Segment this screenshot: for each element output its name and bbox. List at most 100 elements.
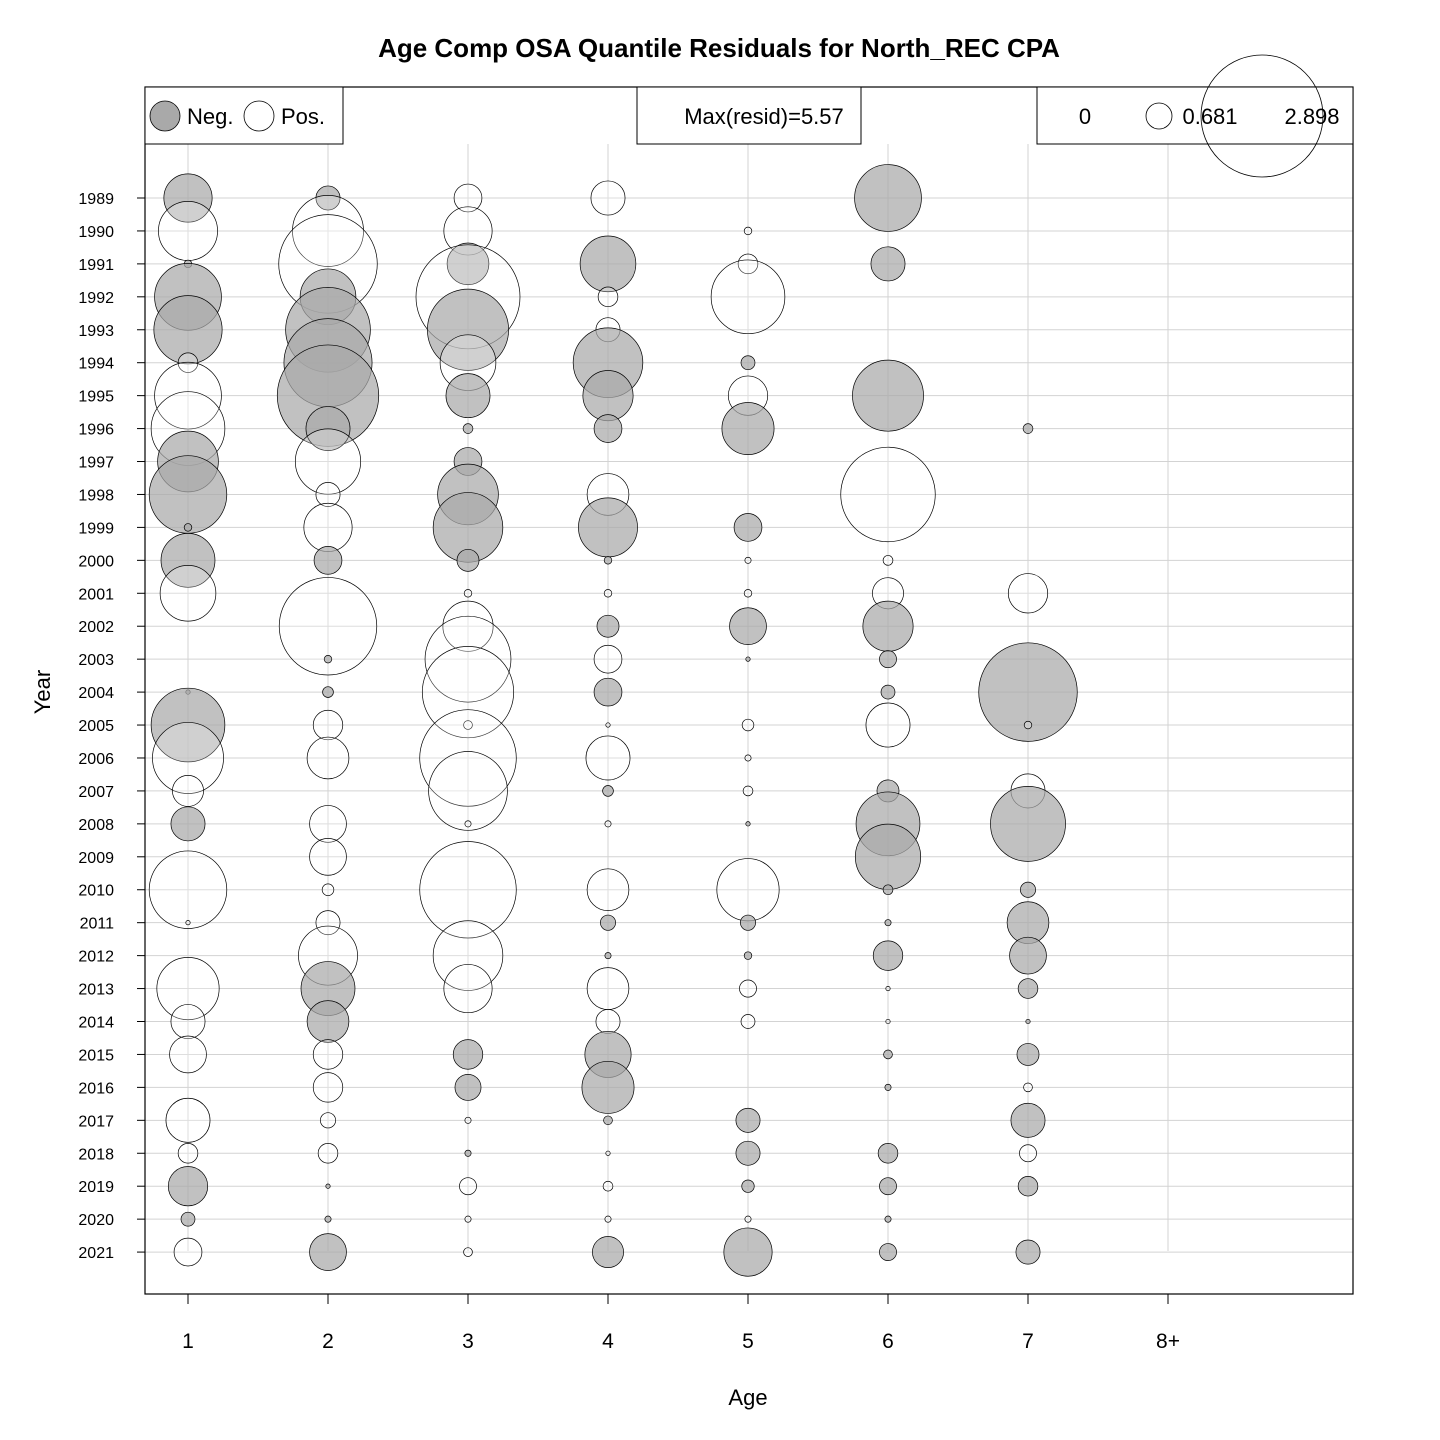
bubble-1999-age-1 xyxy=(183,523,193,532)
bubble-2019-age-7 xyxy=(1017,1175,1039,1197)
bubble-2018-age-4 xyxy=(605,1150,611,1156)
y-tick-label-2017: 2017 xyxy=(78,1113,114,1130)
bubble-1990-age-1 xyxy=(158,201,218,261)
bubble-2010-age-4 xyxy=(586,868,630,911)
bubble-2014-age-6 xyxy=(885,1018,891,1025)
bubble-2013-age-7 xyxy=(1017,978,1039,999)
y-tick-label-1990: 1990 xyxy=(78,224,114,241)
bubble-2008-age-4 xyxy=(604,820,612,828)
y-tick-label-2011: 2011 xyxy=(80,916,115,933)
x-axis-label: Age xyxy=(728,1385,767,1410)
x-tick-label-5: 5 xyxy=(742,1330,754,1353)
bubble-2008-age-1 xyxy=(170,806,206,842)
bubble-2018-age-2 xyxy=(317,1143,339,1164)
y-tick-label-2018: 2018 xyxy=(78,1146,114,1163)
size-legend-symbol-large xyxy=(1200,54,1324,178)
x-tick-label-3: 3 xyxy=(462,1330,474,1353)
y-tick-label-2021: 2021 xyxy=(78,1245,114,1262)
bubble-1991-age-6 xyxy=(870,246,906,282)
bubble-1992-age-4 xyxy=(597,286,619,308)
y-tick-label-1996: 1996 xyxy=(78,422,114,439)
negative-legend-label: Neg. xyxy=(187,104,233,129)
bubble-2015-age-3 xyxy=(452,1039,484,1070)
size-legend-symbol-small xyxy=(1145,102,1173,130)
bubble-2010-age-6 xyxy=(882,884,894,896)
bubble-1993-age-1 xyxy=(153,295,223,365)
x-tick-label-2: 2 xyxy=(322,1330,334,1353)
y-tick-label-1997: 1997 xyxy=(78,455,114,472)
y-tick-label-2006: 2006 xyxy=(78,751,114,768)
bubble-1995-age-4 xyxy=(582,370,634,422)
y-axis-label: Year xyxy=(30,670,55,714)
max-legend: Max(resid)=5.57 xyxy=(636,86,862,145)
bubble-2002-age-3 xyxy=(442,600,494,652)
bubble-2000-age-6 xyxy=(882,555,894,566)
bubble-2020-age-1 xyxy=(180,1211,196,1227)
bubble-2018-age-3 xyxy=(464,1149,472,1157)
bubble-2021-age-7 xyxy=(1015,1239,1041,1265)
max-legend-box xyxy=(636,86,862,145)
bubble-2014-age-7 xyxy=(1025,1018,1031,1025)
bubble-2015-age-2 xyxy=(312,1039,344,1070)
x-tick-label-4: 4 xyxy=(602,1330,614,1353)
bubble-2005-age-7 xyxy=(1023,720,1033,730)
bubble-2013-age-3 xyxy=(443,964,493,1014)
y-tick-label-1995: 1995 xyxy=(78,389,114,406)
bubble-2019-age-5 xyxy=(741,1179,755,1193)
bubble-1995-age-1 xyxy=(154,361,222,430)
bubble-2003-age-4 xyxy=(593,644,623,674)
bubble-2004-age-4 xyxy=(593,677,623,707)
bubble-2012-age-4 xyxy=(604,952,612,960)
bubble-2020-age-5 xyxy=(744,1215,752,1223)
bubble-2006-age-2 xyxy=(306,736,350,780)
bubble-1989-age-1 xyxy=(163,173,213,223)
bubble-2020-age-6 xyxy=(884,1215,892,1223)
bubble-2021-age-3 xyxy=(463,1247,473,1257)
bubble-1992-age-5 xyxy=(710,259,786,335)
bubble-2005-age-3 xyxy=(463,720,473,730)
bubble-2015-age-7 xyxy=(1016,1043,1040,1066)
bubble-2005-age-5 xyxy=(741,718,755,732)
bubble-2014-age-5 xyxy=(740,1014,756,1029)
bubble-2021-age-5 xyxy=(723,1227,773,1277)
bubble-2013-age-5 xyxy=(739,979,757,998)
y-tick-label-2015: 2015 xyxy=(78,1047,114,1064)
y-tick-label-2000: 2000 xyxy=(78,553,114,570)
bubble-2006-age-5 xyxy=(744,754,752,762)
bubble-2017-age-4 xyxy=(603,1115,613,1126)
bubble-2009-age-2 xyxy=(309,838,347,876)
bubble-2012-age-3 xyxy=(432,920,504,991)
y-tick-label-1991: 1991 xyxy=(78,257,114,274)
y-tick-label-2004: 2004 xyxy=(78,685,114,702)
bubble-2000-age-3 xyxy=(456,548,480,572)
bubble-2002-age-2 xyxy=(278,577,378,676)
bubble-2000-age-5 xyxy=(744,556,752,564)
bubble-1999-age-5 xyxy=(733,513,763,542)
bubble-2004-age-7 xyxy=(978,642,1078,742)
bubble-2003-age-2 xyxy=(323,654,333,664)
bubble-2002-age-6 xyxy=(862,600,914,652)
bubble-2012-age-6 xyxy=(872,940,904,971)
positive-legend-label: Pos. xyxy=(281,104,325,129)
bubble-2001-age-1 xyxy=(159,565,217,622)
bubble-1989-age-2 xyxy=(315,185,341,211)
bubble-2021-age-2 xyxy=(309,1233,347,1271)
bubble-2016-age-7 xyxy=(1023,1082,1033,1093)
y-tick-label-1989: 1989 xyxy=(78,191,114,208)
bubble-1994-age-1 xyxy=(177,352,199,373)
bubble-1996-age-7 xyxy=(1022,423,1034,434)
bubble-1990-age-5 xyxy=(743,226,753,236)
bubble-2010-age-3 xyxy=(419,841,517,939)
bubble-2017-age-1 xyxy=(165,1097,211,1143)
bubble-layer xyxy=(148,164,1078,1277)
negative-legend-symbol xyxy=(149,100,181,132)
bubble-1991-age-5 xyxy=(737,253,759,275)
y-tick-label-2002: 2002 xyxy=(78,619,114,636)
bubble-2018-age-1 xyxy=(177,1143,199,1164)
bubble-2017-age-7 xyxy=(1010,1102,1046,1138)
bubble-2001-age-3 xyxy=(463,589,473,598)
bubble-2007-age-5 xyxy=(742,785,754,797)
bubble-1996-age-4 xyxy=(593,414,623,443)
bubble-1998-age-6 xyxy=(840,446,936,543)
